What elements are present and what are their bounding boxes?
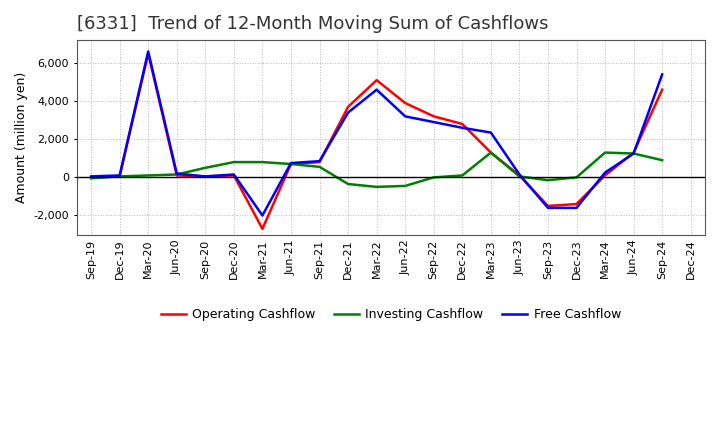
Investing Cashflow <box>343 181 352 187</box>
Operating Cashflow <box>287 161 295 167</box>
Line: Operating Cashflow: Operating Cashflow <box>91 53 662 229</box>
Investing Cashflow <box>572 175 581 180</box>
Operating Cashflow <box>487 150 495 155</box>
Investing Cashflow <box>144 173 153 178</box>
Operating Cashflow <box>115 174 124 179</box>
Free Cashflow <box>87 174 96 179</box>
Investing Cashflow <box>629 151 638 156</box>
Free Cashflow <box>258 213 266 218</box>
Free Cashflow <box>487 130 495 135</box>
Legend: Operating Cashflow, Investing Cashflow, Free Cashflow: Operating Cashflow, Investing Cashflow, … <box>156 303 626 326</box>
Operating Cashflow <box>258 226 266 231</box>
Operating Cashflow <box>372 77 381 83</box>
Operating Cashflow <box>87 175 96 180</box>
Operating Cashflow <box>600 173 609 178</box>
Free Cashflow <box>372 87 381 92</box>
Investing Cashflow <box>487 150 495 155</box>
Investing Cashflow <box>172 172 181 177</box>
Free Cashflow <box>287 161 295 166</box>
Free Cashflow <box>315 158 324 164</box>
Operating Cashflow <box>629 150 638 155</box>
Investing Cashflow <box>115 174 124 179</box>
Free Cashflow <box>230 172 238 177</box>
Investing Cashflow <box>315 164 324 169</box>
Operating Cashflow <box>658 87 667 92</box>
Free Cashflow <box>429 119 438 125</box>
Investing Cashflow <box>515 174 523 179</box>
Investing Cashflow <box>372 184 381 190</box>
Free Cashflow <box>544 205 552 210</box>
Free Cashflow <box>515 172 523 177</box>
Investing Cashflow <box>258 159 266 165</box>
Operating Cashflow <box>458 121 467 127</box>
Operating Cashflow <box>201 174 210 179</box>
Operating Cashflow <box>572 202 581 207</box>
Free Cashflow <box>115 173 124 178</box>
Investing Cashflow <box>201 165 210 170</box>
Operating Cashflow <box>515 173 523 178</box>
Operating Cashflow <box>172 173 181 178</box>
Investing Cashflow <box>401 183 410 189</box>
Line: Investing Cashflow: Investing Cashflow <box>91 153 662 187</box>
Free Cashflow <box>144 49 153 54</box>
Investing Cashflow <box>429 175 438 180</box>
Free Cashflow <box>600 170 609 175</box>
Operating Cashflow <box>230 173 238 178</box>
Free Cashflow <box>629 151 638 156</box>
Operating Cashflow <box>401 100 410 106</box>
Investing Cashflow <box>600 150 609 155</box>
Investing Cashflow <box>287 161 295 167</box>
Y-axis label: Amount (million yen): Amount (million yen) <box>15 72 28 203</box>
Free Cashflow <box>172 171 181 176</box>
Investing Cashflow <box>658 158 667 163</box>
Text: [6331]  Trend of 12-Month Moving Sum of Cashflows: [6331] Trend of 12-Month Moving Sum of C… <box>77 15 549 33</box>
Investing Cashflow <box>544 178 552 183</box>
Investing Cashflow <box>458 173 467 178</box>
Free Cashflow <box>572 205 581 210</box>
Investing Cashflow <box>87 176 96 181</box>
Operating Cashflow <box>144 51 153 56</box>
Line: Free Cashflow: Free Cashflow <box>91 51 662 216</box>
Free Cashflow <box>343 110 352 115</box>
Free Cashflow <box>401 114 410 119</box>
Operating Cashflow <box>343 104 352 110</box>
Operating Cashflow <box>544 203 552 209</box>
Free Cashflow <box>201 174 210 179</box>
Free Cashflow <box>658 72 667 77</box>
Operating Cashflow <box>429 114 438 119</box>
Operating Cashflow <box>315 159 324 165</box>
Free Cashflow <box>458 125 467 130</box>
Investing Cashflow <box>230 159 238 165</box>
